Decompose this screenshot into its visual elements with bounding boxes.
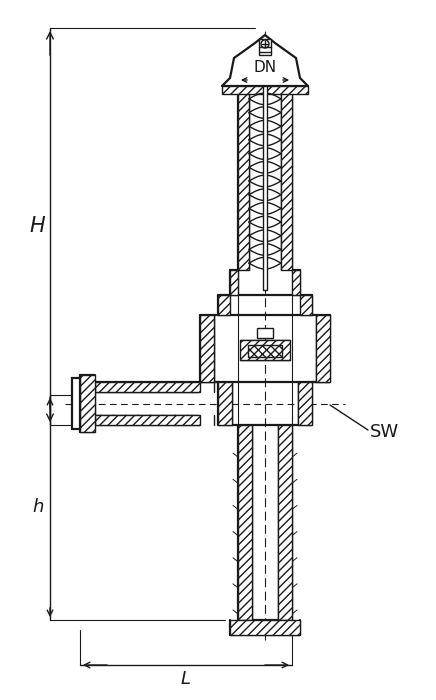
- Bar: [248, 345, 282, 357]
- Bar: [238, 425, 252, 620]
- Circle shape: [261, 40, 269, 48]
- Bar: [240, 340, 290, 360]
- Bar: [292, 270, 300, 295]
- Bar: [80, 375, 95, 432]
- Text: L: L: [181, 670, 191, 688]
- Text: DN: DN: [253, 60, 276, 74]
- Bar: [278, 425, 292, 620]
- Bar: [263, 86, 267, 290]
- Bar: [259, 39, 271, 55]
- Text: H: H: [29, 216, 45, 237]
- Text: h: h: [32, 498, 44, 517]
- Bar: [316, 315, 330, 382]
- Bar: [95, 382, 200, 392]
- Bar: [218, 382, 232, 425]
- Bar: [300, 295, 312, 315]
- Bar: [298, 382, 312, 425]
- Polygon shape: [222, 35, 308, 86]
- Bar: [218, 295, 230, 315]
- Bar: [222, 86, 308, 94]
- Bar: [238, 86, 249, 270]
- Bar: [200, 315, 214, 382]
- Bar: [95, 415, 200, 425]
- Bar: [281, 86, 292, 270]
- Bar: [230, 620, 300, 635]
- Bar: [72, 378, 80, 429]
- Bar: [257, 328, 273, 338]
- Bar: [230, 270, 238, 295]
- Text: SW: SW: [370, 423, 399, 441]
